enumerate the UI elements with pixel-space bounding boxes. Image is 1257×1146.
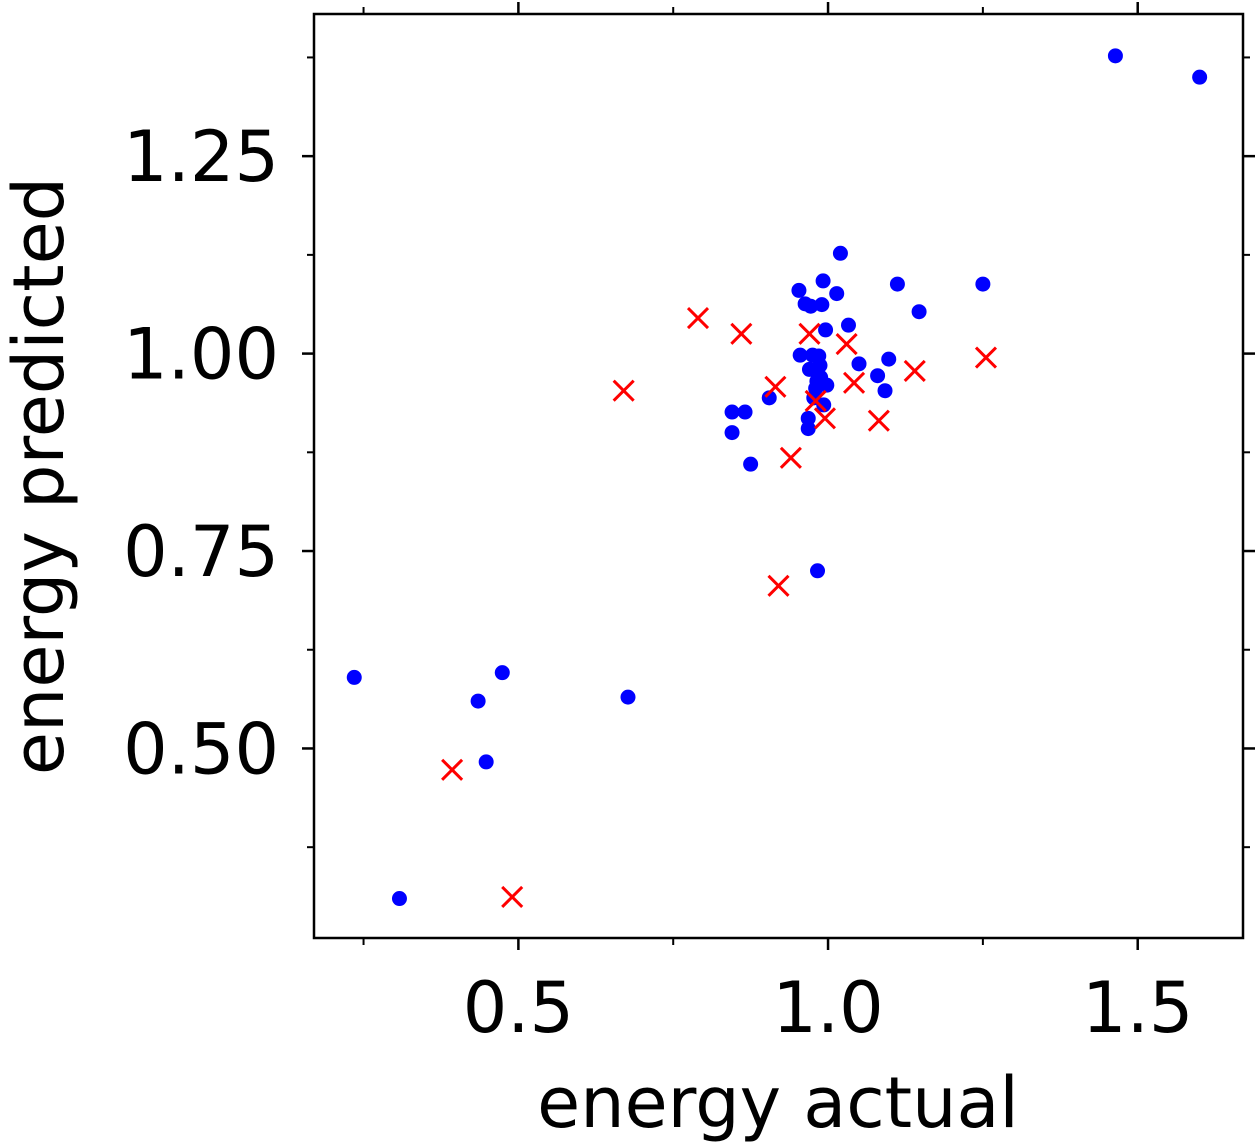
data-point-dot: [803, 298, 819, 314]
data-point-dot: [800, 421, 816, 437]
data-point-x: [842, 371, 866, 394]
data-point-x-stroke: [501, 885, 524, 908]
data-point-x-stroke: [798, 322, 821, 345]
y-tick-label: 0.75: [123, 511, 279, 593]
x-tick-label: 1.0: [772, 967, 883, 1049]
data-point-dot: [818, 322, 834, 338]
data-point-dot: [816, 397, 832, 413]
data-point-x-stroke: [767, 574, 790, 597]
data-point-x-stroke: [903, 359, 926, 383]
data-point-x: [612, 379, 635, 402]
data-point-dot: [881, 351, 897, 367]
data-point-dot: [840, 317, 856, 333]
data-point-dot: [870, 368, 886, 384]
data-point-x: [730, 322, 753, 345]
data-point-x-stroke: [686, 306, 710, 330]
x-tick-label: 0.5: [463, 967, 574, 1049]
data-point-dot: [761, 390, 777, 406]
data-point-x-stroke: [730, 322, 753, 345]
data-point-dot: [1192, 69, 1208, 85]
data-point-x: [798, 322, 821, 345]
data-point-x-stroke: [804, 389, 827, 413]
data-point-x-stroke: [441, 758, 464, 781]
data-point-dot: [743, 456, 759, 472]
data-point-x-stroke: [842, 371, 866, 394]
data-point-dot: [851, 356, 867, 372]
data-points: [346, 48, 1208, 908]
data-point-x: [804, 389, 827, 413]
data-point-dot: [792, 347, 808, 363]
data-point-dot: [724, 404, 740, 420]
data-point-dot: [819, 377, 835, 393]
data-point-dot: [815, 273, 831, 289]
y-tick-label: 0.50: [123, 708, 279, 790]
data-point-dot: [812, 357, 828, 373]
x-tick-label: 1.5: [1082, 967, 1193, 1049]
data-point-x-stroke: [813, 407, 837, 430]
data-point-x: [974, 346, 998, 369]
data-point-x: [867, 409, 890, 432]
data-point-dot: [620, 689, 636, 705]
data-point-dot: [814, 297, 830, 313]
data-point-x-stroke: [835, 333, 858, 356]
data-point-dot: [975, 276, 991, 292]
y-tick-label: 1.25: [123, 116, 279, 198]
axis-ticks: 0.5 1.0 1.5 0.50 0.75 1.00 1.25: [123, 2, 1255, 1049]
data-point-dot: [391, 891, 407, 907]
data-point-x-stroke: [867, 409, 890, 432]
data-point-x: [903, 359, 926, 383]
data-point-x-stroke: [764, 375, 787, 398]
data-point-x: [779, 446, 802, 469]
data-point-x: [767, 574, 790, 597]
data-point-dot: [791, 282, 807, 298]
data-point-dot: [737, 404, 753, 420]
data-point-dot: [1107, 48, 1123, 64]
data-point-x-stroke: [974, 346, 998, 369]
data-point-dot: [724, 425, 740, 441]
data-point-x: [764, 375, 787, 398]
data-point-dot: [800, 410, 816, 426]
data-point-dot: [911, 304, 927, 320]
x-axis-label: energy actual: [537, 1062, 1019, 1144]
data-point-dot: [470, 693, 486, 709]
data-point-dot: [810, 563, 826, 579]
data-point-x: [813, 407, 837, 430]
data-point-x: [501, 885, 524, 908]
data-point-dot: [478, 754, 494, 770]
data-point-x: [686, 306, 710, 330]
data-point-dot: [832, 245, 848, 261]
plot-frame: [312, 12, 1245, 940]
y-tick-label: 1.00: [123, 314, 279, 396]
y-axis-label: energy predicted: [0, 177, 80, 775]
data-point-dot: [346, 669, 362, 685]
data-point-dot: [889, 276, 905, 292]
data-point-dot: [877, 383, 893, 399]
data-point-dot: [494, 665, 510, 681]
data-point-x-stroke: [779, 446, 802, 469]
data-point-x: [835, 333, 858, 356]
data-point-x-stroke: [612, 379, 635, 402]
data-point-x: [441, 758, 464, 781]
data-point-dot: [829, 286, 845, 302]
